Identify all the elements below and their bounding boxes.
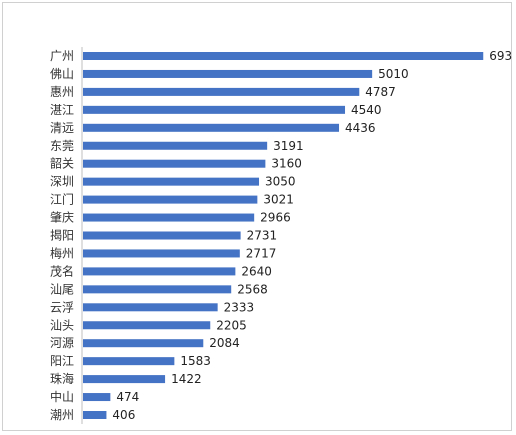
category-label: 肇庆 — [50, 210, 74, 225]
category-label: 深圳 — [50, 175, 74, 189]
chart-frame: 广州 6935 佛山 5010 惠州 4787 湛江 4540 清远 4436 东莞 3191 韶关 31… — [2, 2, 513, 431]
bar — [83, 141, 268, 150]
category-label: 河源 — [50, 336, 74, 350]
value-label: 2333 — [224, 300, 255, 314]
value-label: 3050 — [265, 175, 296, 189]
bar — [83, 195, 258, 204]
category-label: 潮州 — [50, 407, 74, 422]
value-label: 1583 — [180, 354, 211, 368]
bar — [83, 357, 175, 366]
value-label: 2966 — [260, 211, 291, 225]
bar — [83, 267, 236, 276]
value-label: 2205 — [216, 318, 247, 332]
value-label: 3191 — [273, 139, 304, 153]
value-label: 2717 — [246, 246, 277, 260]
value-label: 6935 — [489, 49, 513, 63]
bar — [83, 231, 241, 240]
bars-layer — [83, 52, 484, 419]
category-label: 清远 — [50, 121, 74, 135]
value-label: 406 — [112, 408, 135, 422]
value-label: 4436 — [345, 121, 376, 135]
category-label: 茂名 — [50, 263, 74, 278]
value-label: 2568 — [237, 282, 268, 296]
category-label: 惠州 — [50, 85, 74, 99]
category-label: 云浮 — [50, 300, 74, 314]
value-label: 2731 — [247, 229, 278, 243]
category-label: 阳江 — [50, 354, 74, 368]
category-label: 珠海 — [50, 371, 74, 386]
bar — [83, 375, 166, 384]
bar — [83, 303, 218, 312]
category-label: 韶关 — [50, 156, 74, 171]
value-label: 474 — [116, 390, 139, 404]
value-label: 4787 — [365, 85, 396, 99]
category-label: 汕头 — [50, 318, 74, 332]
bar — [83, 123, 340, 132]
value-label: 1422 — [171, 372, 202, 386]
category-label: 广州 — [50, 49, 74, 63]
bar — [83, 87, 360, 96]
bar — [83, 105, 346, 114]
bar-chart: 广州 6935 佛山 5010 惠州 4787 湛江 4540 清远 4436 东莞 3191 韶关 31… — [50, 47, 513, 424]
value-label: 2084 — [209, 336, 240, 350]
category-label: 揭阳 — [50, 228, 74, 243]
bar — [83, 321, 211, 330]
bar — [83, 213, 255, 222]
bar — [83, 249, 240, 258]
bar — [83, 52, 484, 60]
category-label: 东莞 — [50, 139, 74, 153]
value-label: 3160 — [271, 157, 302, 171]
category-label: 梅州 — [50, 245, 74, 260]
category-label: 佛山 — [50, 67, 74, 81]
value-label: 4540 — [351, 103, 382, 117]
category-label: 中山 — [50, 389, 74, 404]
bar — [83, 285, 232, 294]
value-label: 5010 — [378, 67, 409, 81]
bar — [83, 159, 266, 168]
bar — [83, 69, 373, 78]
bar — [83, 339, 204, 348]
bar — [83, 177, 260, 186]
bar — [83, 411, 107, 419]
bar — [83, 393, 111, 402]
value-label: 3021 — [263, 193, 294, 207]
category-label: 湛江 — [50, 103, 74, 117]
category-label: 江门 — [50, 192, 74, 207]
value-label: 2640 — [241, 264, 272, 278]
category-label: 汕尾 — [50, 282, 74, 296]
labels-layer: 广州 6935 佛山 5010 惠州 4787 湛江 4540 清远 4436 东莞 3191 韶关 31… — [50, 49, 513, 422]
